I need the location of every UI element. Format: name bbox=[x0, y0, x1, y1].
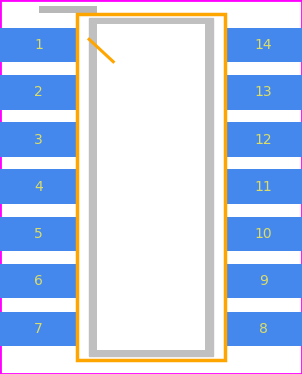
Text: 9: 9 bbox=[259, 274, 268, 288]
Bar bbox=[89, 18, 213, 356]
Bar bbox=[97, 24, 205, 350]
Text: 8: 8 bbox=[259, 322, 268, 336]
Bar bbox=[225, 122, 302, 157]
Text: 5: 5 bbox=[34, 227, 43, 241]
Text: 1: 1 bbox=[34, 38, 43, 52]
Bar bbox=[0, 169, 77, 204]
Bar bbox=[77, 14, 225, 360]
Bar bbox=[0, 122, 77, 157]
Bar bbox=[39, 6, 97, 13]
Bar bbox=[225, 28, 302, 62]
Text: 11: 11 bbox=[255, 180, 272, 194]
Text: 12: 12 bbox=[255, 132, 272, 147]
Text: 10: 10 bbox=[255, 227, 272, 241]
Text: 14: 14 bbox=[255, 38, 272, 52]
Text: 3: 3 bbox=[34, 132, 43, 147]
Bar bbox=[225, 75, 302, 110]
Bar bbox=[0, 75, 77, 110]
Bar bbox=[0, 264, 77, 298]
Bar bbox=[0, 217, 77, 251]
Text: 6: 6 bbox=[34, 274, 43, 288]
Text: 4: 4 bbox=[34, 180, 43, 194]
Bar bbox=[225, 264, 302, 298]
Bar bbox=[0, 312, 77, 346]
Text: 13: 13 bbox=[255, 85, 272, 99]
Bar bbox=[225, 217, 302, 251]
Text: 2: 2 bbox=[34, 85, 43, 99]
Bar bbox=[225, 169, 302, 204]
Bar bbox=[225, 312, 302, 346]
Bar bbox=[0, 28, 77, 62]
Text: 7: 7 bbox=[34, 322, 43, 336]
